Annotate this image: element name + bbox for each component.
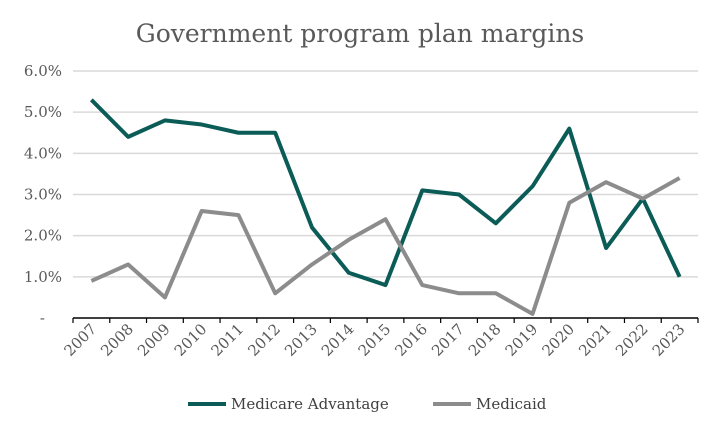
x-tick-label: 2011 (208, 320, 248, 360)
x-tick-label: 2019 (502, 320, 542, 360)
x-tick-label: 2018 (465, 320, 505, 360)
x-tick-label: 2008 (97, 320, 137, 360)
x-tick-label: 2023 (649, 320, 689, 360)
x-tick-label: 2015 (355, 320, 395, 360)
legend-label: Medicare Advantage (231, 395, 389, 413)
y-tick-label: 2.0% (24, 227, 62, 245)
y-tick-label: 3.0% (24, 186, 62, 204)
y-tick-label: 6.0% (24, 62, 62, 80)
x-tick-label: 2012 (244, 320, 284, 360)
x-tick-label: 2021 (575, 320, 615, 360)
x-tick-label: 2009 (134, 320, 174, 360)
x-tick-label: 2013 (281, 320, 321, 360)
y-tick-label: - (40, 309, 45, 327)
legend-label: Medicaid (476, 395, 547, 413)
x-tick-label: 2017 (428, 320, 468, 360)
x-tick-label: 2007 (60, 320, 100, 360)
x-tick-label: 2020 (538, 320, 578, 360)
x-tick-label: 2016 (391, 320, 431, 360)
x-tick-label: 2014 (318, 320, 358, 360)
y-tick-label: 1.0% (24, 268, 62, 286)
y-tick-label: 4.0% (24, 144, 62, 162)
y-tick-label: 5.0% (24, 103, 62, 121)
chart-title: Government program plan margins (136, 19, 585, 48)
x-tick-label: 2010 (171, 320, 211, 360)
x-tick-label: 2022 (612, 320, 652, 360)
